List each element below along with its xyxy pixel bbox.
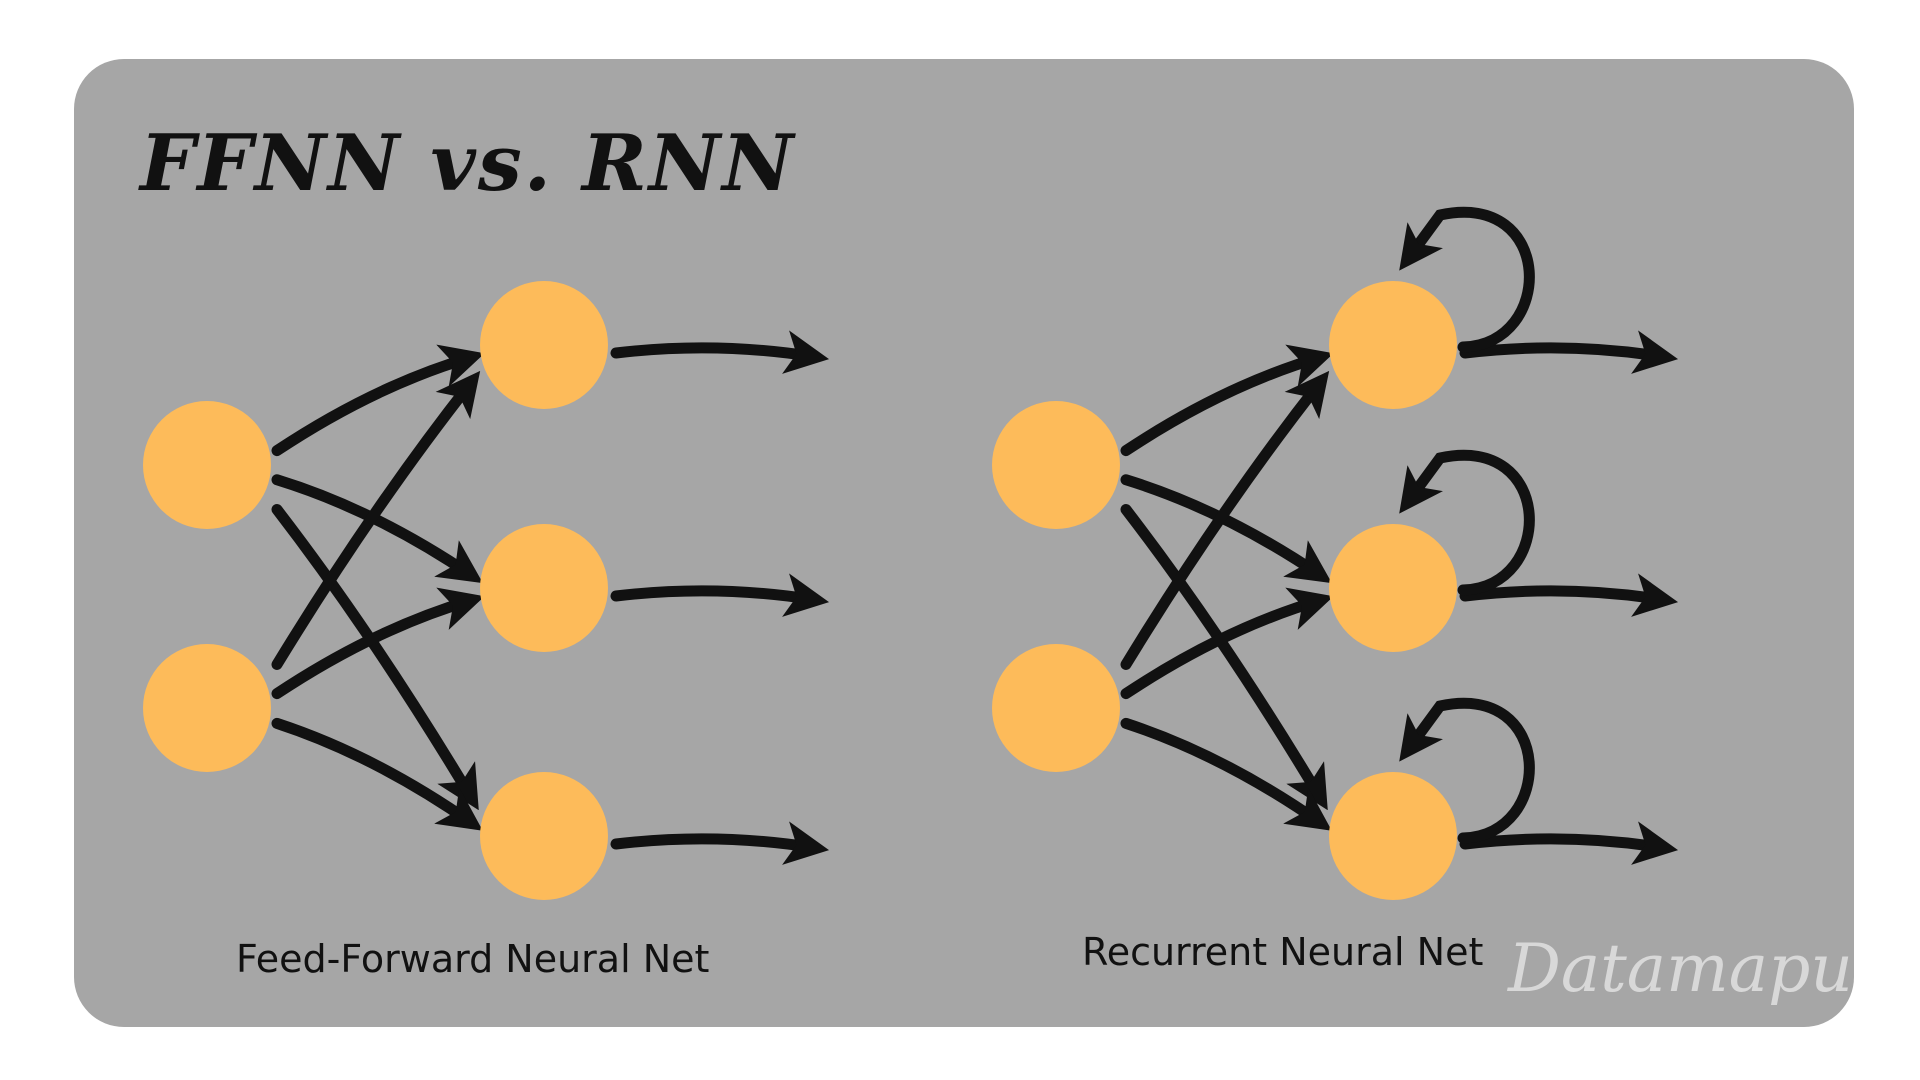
recurrent-input-node-2 [992, 644, 1120, 772]
feed-forward-edge-in2-h2 [271, 587, 485, 700]
recurrent-hidden-node-1 [1329, 281, 1457, 409]
recurrent-edge-in1-h1 [1120, 344, 1334, 457]
recurrent-recurrent-loop-3 [1399, 698, 1535, 844]
feed-forward-hidden-node-2 [480, 524, 608, 652]
recurrent-edge-in2-h1 [1120, 370, 1330, 670]
diagram-panel [74, 59, 1854, 1027]
recurrent-output-arrow-3 [1459, 821, 1679, 865]
recurrent-edge-in2-h2 [1120, 587, 1334, 700]
feed-forward-caption: Feed-Forward Neural Net [236, 937, 710, 981]
recurrent-edge-in2-h3 [1120, 717, 1332, 831]
recurrent-edge-in1-h3 [1120, 504, 1328, 811]
feed-forward-input-node-2 [143, 644, 271, 772]
recurrent-caption: Recurrent Neural Net [1082, 930, 1484, 974]
feed-forward-hidden-node-3 [480, 772, 608, 900]
recurrent-hidden-node-2 [1329, 524, 1457, 652]
feed-forward-input-node-1 [143, 401, 271, 529]
recurrent-edge-in1-h2 [1120, 474, 1332, 584]
feed-forward-hidden-node-1 [480, 281, 608, 409]
recurrent-input-node-1 [992, 401, 1120, 529]
recurrent-hidden-node-3 [1329, 772, 1457, 900]
diagram-title: FFNN vs. RNN [140, 118, 796, 209]
feed-forward-edge-in2-h3 [271, 717, 483, 831]
recurrent-recurrent-loop-2 [1399, 450, 1535, 596]
feed-forward-edge-in1-h3 [271, 504, 479, 811]
recurrent-output-arrow-1 [1459, 330, 1679, 374]
recurrent-output-arrow-2 [1459, 573, 1679, 617]
feed-forward-output-arrow-2 [610, 573, 830, 617]
feed-forward-edge-in1-h1 [271, 344, 485, 457]
feed-forward-output-arrow-1 [610, 330, 830, 374]
feed-forward-output-arrow-3 [610, 821, 830, 865]
watermark-logo: Datamapu [1508, 930, 1853, 1007]
feed-forward-edge-in2-h1 [271, 370, 481, 670]
feed-forward-edge-in1-h2 [271, 474, 483, 584]
recurrent-recurrent-loop-1 [1399, 207, 1535, 353]
